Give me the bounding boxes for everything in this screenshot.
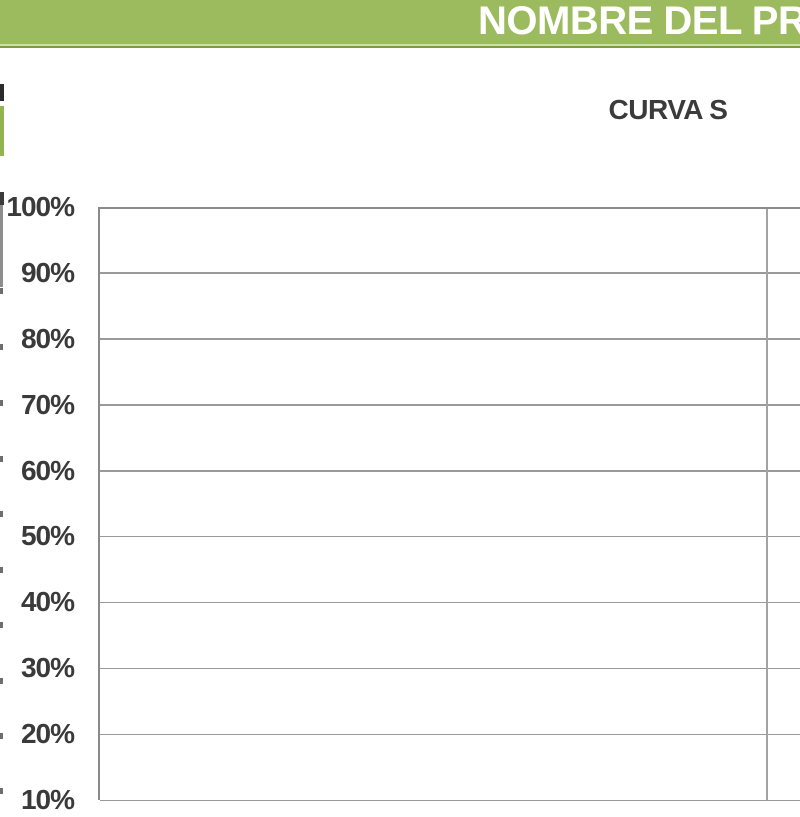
banner-bottom-edge-light xyxy=(0,44,800,46)
gridline-horizontal xyxy=(100,338,800,340)
gridline-horizontal xyxy=(100,470,800,472)
chart-plot-area xyxy=(98,207,800,801)
gridline-vertical xyxy=(766,209,768,800)
cropped-dot-fragment xyxy=(0,511,3,517)
y-axis-tick-label: 80% xyxy=(20,322,75,354)
y-axis-tick-label: 100% xyxy=(6,191,75,222)
cropped-dot-fragment xyxy=(0,288,3,294)
cropped-dot-fragment xyxy=(0,678,3,684)
gridline-horizontal xyxy=(100,272,800,274)
gridline-horizontal xyxy=(100,404,800,406)
y-axis-tick-label: 20% xyxy=(20,718,75,750)
y-axis-tick-label: 90% xyxy=(20,256,75,288)
y-axis-tick-label: 60% xyxy=(20,454,75,486)
cropped-green-fragment xyxy=(0,106,4,156)
cropped-dot-fragment xyxy=(0,456,3,462)
chart-title: CURVA S xyxy=(608,94,728,125)
gridline-horizontal xyxy=(100,535,800,538)
gridline-horizontal xyxy=(100,667,800,670)
banner-bottom-edge-dark xyxy=(0,45,800,48)
cropped-dot-fragment xyxy=(0,400,3,406)
y-axis-tick-label: 50% xyxy=(20,520,75,552)
cropped-dot-fragment xyxy=(0,733,3,739)
gridline-horizontal xyxy=(100,601,800,604)
cropped-dot-fragment xyxy=(0,344,3,350)
cropped-axis-line-fragment xyxy=(0,205,3,287)
cropped-dot-fragment xyxy=(0,567,3,573)
project-title-text: NOMBRE DEL PR xyxy=(478,0,800,43)
project-title-banner xyxy=(0,0,800,44)
y-axis-tick-label: 70% xyxy=(20,388,75,420)
y-axis-tick-label: 40% xyxy=(20,586,75,618)
y-axis-tick-label: 10% xyxy=(20,784,75,815)
y-axis-tick-label: 30% xyxy=(20,652,75,684)
cropped-dark-fragment xyxy=(0,84,4,101)
gridline-horizontal xyxy=(100,733,800,736)
cropped-tick-fragment xyxy=(0,192,4,205)
cropped-dot-fragment xyxy=(0,788,3,794)
cropped-dot-fragment xyxy=(0,622,3,628)
